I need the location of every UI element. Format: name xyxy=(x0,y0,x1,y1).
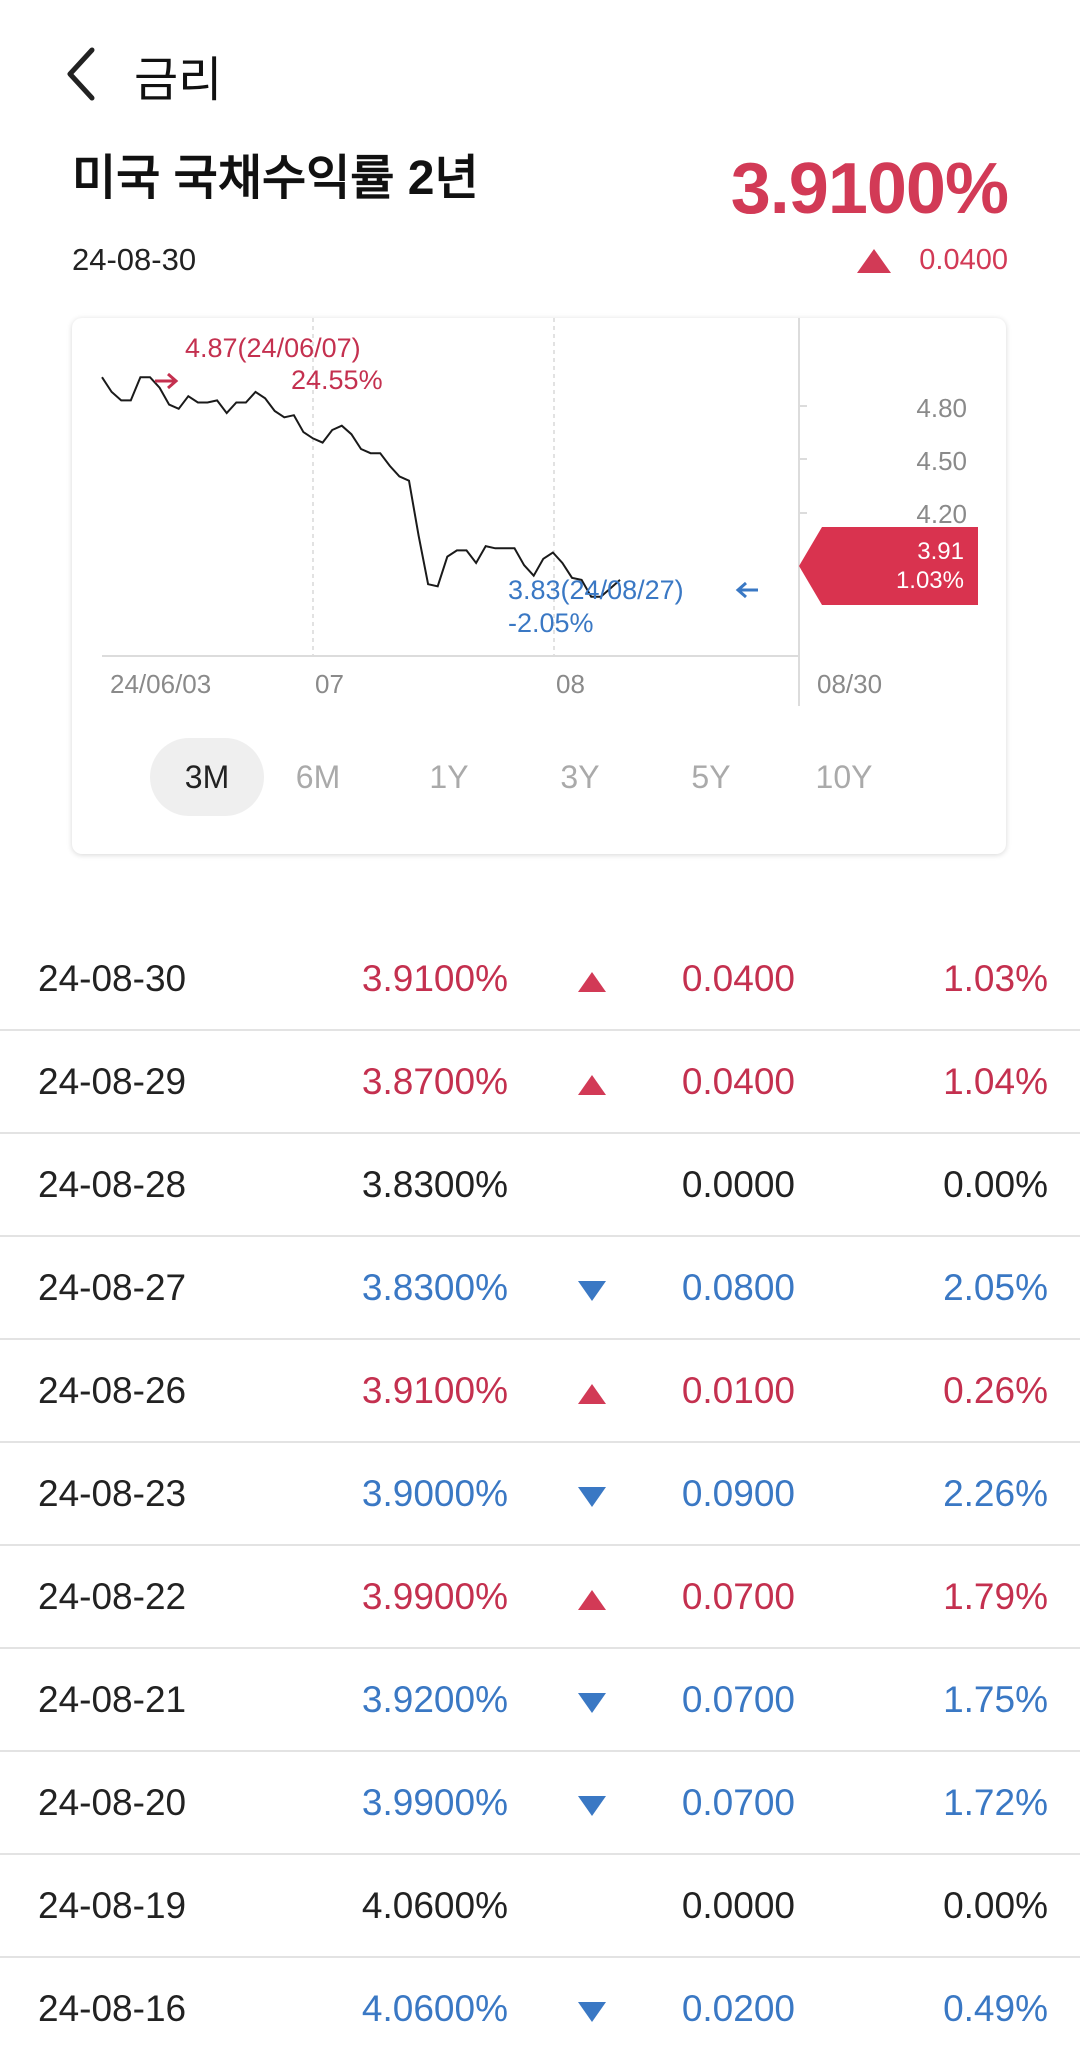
row-date: 24-08-28 xyxy=(38,1164,187,1205)
row-pct: 0.26% xyxy=(943,1370,1048,1411)
chart-card: 4.80 4.50 4.20 24/06/03 07 08 08/30 4.87… xyxy=(72,318,1006,854)
top-bar: 금리 xyxy=(0,0,1080,140)
x-tick-label: 08 xyxy=(556,669,585,699)
row-date: 24-08-26 xyxy=(38,1370,187,1411)
table-row[interactable]: 24-08-27 3.8300% 0.0800 2.05% xyxy=(0,1237,1080,1340)
row-pct: 1.72% xyxy=(943,1782,1048,1823)
row-diff: 0.0000 xyxy=(681,1164,795,1205)
row-rate: 3.9100% xyxy=(361,1370,508,1411)
table-row[interactable]: 24-08-21 3.9200% 0.0700 1.75% xyxy=(0,1649,1080,1752)
triangle-down-icon xyxy=(578,1796,606,1816)
table-row[interactable]: 24-08-16 4.0600% 0.0200 0.49% xyxy=(0,1958,1080,2059)
current-pct: 1.03% xyxy=(896,567,964,594)
row-diff: 0.0700 xyxy=(681,1679,795,1720)
row-date: 24-08-22 xyxy=(38,1576,187,1617)
row-rate: 3.9000% xyxy=(361,1473,508,1514)
x-tick-label: 24/06/03 xyxy=(110,669,211,699)
current-value: 3.91 xyxy=(917,538,964,565)
row-date: 24-08-27 xyxy=(38,1267,187,1308)
table-row[interactable]: 24-08-20 3.9900% 0.0700 1.72% xyxy=(0,1752,1080,1855)
change-value: 0.0400 xyxy=(919,244,1008,276)
row-diff: 0.0400 xyxy=(681,1061,795,1102)
current-value-tag xyxy=(799,527,978,605)
table-row[interactable]: 24-08-30 3.9100% 0.0400 1.03% xyxy=(0,928,1080,1031)
row-date: 24-08-23 xyxy=(38,1473,187,1514)
row-diff: 0.0700 xyxy=(681,1782,795,1823)
table-row[interactable]: 24-08-19 4.0600% 0.0000 0.00% xyxy=(0,1855,1080,1958)
table-row[interactable]: 24-08-23 3.9000% 0.0900 2.26% xyxy=(0,1443,1080,1546)
row-diff: 0.0100 xyxy=(681,1370,795,1411)
row-date: 24-08-30 xyxy=(38,958,187,999)
table-row[interactable]: 24-08-28 3.8300% 0.0000 0.00% xyxy=(0,1134,1080,1237)
row-diff: 0.0000 xyxy=(681,1885,795,1926)
row-date: 24-08-20 xyxy=(38,1782,187,1823)
instrument-name: 미국 국채수익률 2년 xyxy=(72,152,479,205)
row-rate: 3.9900% xyxy=(361,1576,508,1617)
row-rate: 3.8700% xyxy=(361,1061,508,1102)
rate-chart[interactable]: 4.80 4.50 4.20 24/06/03 07 08 08/30 4.87… xyxy=(72,318,1006,738)
current-rate: 3.9100% xyxy=(730,149,1009,229)
row-rate: 3.8300% xyxy=(361,1164,508,1205)
table-row[interactable]: 24-08-22 3.9900% 0.0700 1.79% xyxy=(0,1546,1080,1649)
triangle-up-icon xyxy=(578,972,606,992)
row-pct: 1.03% xyxy=(943,958,1048,999)
y-tick-label: 4.50 xyxy=(916,446,967,476)
triangle-up-icon xyxy=(578,1075,606,1095)
low-pct: -2.05% xyxy=(508,608,594,638)
chevron-left-icon[interactable] xyxy=(62,44,112,104)
triangle-up-icon xyxy=(857,248,892,273)
row-date: 24-08-16 xyxy=(38,1988,187,2029)
arrow-left-icon xyxy=(735,581,758,599)
row-diff: 0.0400 xyxy=(681,958,795,999)
period-tab-5y[interactable]: 5Y xyxy=(691,759,731,795)
row-diff: 0.0800 xyxy=(681,1267,795,1308)
low-label: 3.83(24/08/27) xyxy=(508,575,684,605)
period-tab-6m[interactable]: 6M xyxy=(295,759,341,795)
period-tab-3y[interactable]: 3Y xyxy=(560,759,600,795)
table-row[interactable]: 24-08-26 3.9100% 0.0100 0.26% xyxy=(0,1340,1080,1443)
row-rate: 3.9200% xyxy=(361,1679,508,1720)
table-row[interactable]: 24-08-29 3.8700% 0.0400 1.04% xyxy=(0,1031,1080,1134)
row-diff: 0.0700 xyxy=(681,1576,795,1617)
arrow-right-icon xyxy=(155,372,179,390)
row-rate: 3.8300% xyxy=(361,1267,508,1308)
high-label: 4.87(24/06/07) xyxy=(185,333,361,363)
rate-change: 0.0400 xyxy=(857,244,1008,277)
triangle-down-icon xyxy=(578,1281,606,1301)
row-diff: 0.0900 xyxy=(681,1473,795,1514)
row-pct: 2.26% xyxy=(943,1473,1048,1514)
x-tick-label: 08/30 xyxy=(817,669,882,699)
screen-title: 금리 xyxy=(134,54,223,107)
quote-date: 24-08-30 xyxy=(72,242,197,277)
period-tab-1y[interactable]: 1Y xyxy=(429,759,469,795)
row-rate: 3.9900% xyxy=(361,1782,508,1823)
triangle-up-icon xyxy=(578,1590,606,1610)
triangle-up-icon xyxy=(578,1384,606,1404)
row-rate: 4.0600% xyxy=(361,1885,508,1926)
row-rate: 3.9100% xyxy=(361,958,508,999)
row-diff: 0.0200 xyxy=(681,1988,795,2029)
row-pct: 0.00% xyxy=(943,1885,1048,1926)
triangle-down-icon xyxy=(578,2002,606,2022)
triangle-down-icon xyxy=(578,1487,606,1507)
row-pct: 1.75% xyxy=(943,1679,1048,1720)
row-pct: 0.49% xyxy=(943,1988,1048,2029)
row-pct: 2.05% xyxy=(943,1267,1048,1308)
row-date: 24-08-29 xyxy=(38,1061,187,1102)
y-tick-label: 4.80 xyxy=(916,393,967,423)
price-line xyxy=(101,376,621,598)
period-tab-10y[interactable]: 10Y xyxy=(815,759,873,795)
triangle-down-icon xyxy=(578,1693,606,1713)
row-date: 24-08-21 xyxy=(38,1679,187,1720)
high-pct: 24.55% xyxy=(291,365,383,395)
row-pct: 1.79% xyxy=(943,1576,1048,1617)
row-rate: 4.0600% xyxy=(361,1988,508,2029)
rate-history-table: 24-08-30 3.9100% 0.0400 1.03% 24-08-29 3… xyxy=(0,928,1080,2059)
row-date: 24-08-19 xyxy=(38,1885,187,1926)
row-pct: 1.04% xyxy=(943,1061,1048,1102)
period-tab-3m[interactable]: 3M xyxy=(150,738,264,816)
y-tick-label: 4.20 xyxy=(916,499,967,529)
x-tick-label: 07 xyxy=(315,669,344,699)
row-pct: 0.00% xyxy=(943,1164,1048,1205)
